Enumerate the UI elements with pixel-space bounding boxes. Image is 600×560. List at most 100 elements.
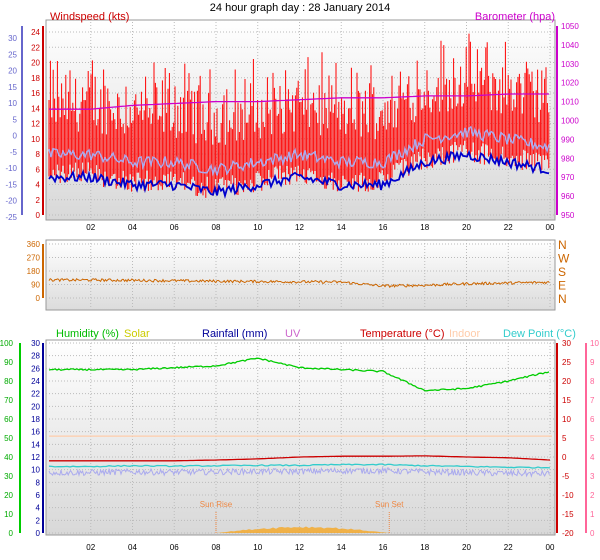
humidity-grid (46, 342, 555, 534)
wind-lull-series (48, 149, 550, 199)
wind-tick-label: 2 (36, 196, 41, 205)
wind-direction-series (48, 277, 550, 289)
wind-outer-tick-label: 30 (8, 34, 17, 43)
wind-tick-label: 14 (31, 104, 40, 113)
barometer-tick-label: 990 (561, 135, 575, 144)
compass-label: N (558, 238, 567, 252)
time-tick-label: 04 (128, 223, 137, 232)
barometer-series (49, 93, 549, 110)
wind-tick-label: 0 (36, 211, 41, 220)
wind-tick-label: 4 (36, 181, 41, 190)
time-tick-label: 20 (462, 543, 471, 552)
time-tick-label: 04 (128, 543, 137, 552)
rain-tick-label: 26 (31, 364, 40, 373)
temperature-tick-label: -15 (562, 510, 574, 519)
direction-tick-label: 180 (27, 267, 41, 276)
legend-label-dew: Dew Point (°C) (503, 328, 576, 340)
time-tick-label: 18 (420, 223, 429, 232)
time-tick-label: 12 (295, 543, 304, 552)
temperature-tick-label: 10 (562, 415, 571, 424)
temperature-tick-label: 20 (562, 377, 571, 386)
wind-outer-axis: 30 25 20 15 10 5 0 -5 -10 -15 -20 -25 (5, 26, 23, 222)
barometer-axis: 1050 1040 1030 1020 1010 1000 990 980 970 960 950 (556, 22, 579, 220)
humidity-tick-label: 20 (4, 491, 13, 500)
wind-outer-tick-label: -15 (5, 180, 17, 189)
wind-tick-label: 6 (36, 165, 41, 174)
temperature-tick-label: 30 (562, 339, 571, 348)
time-tick-label: 18 (420, 543, 429, 552)
dew-point-series (48, 463, 551, 469)
uv-tick-label: 0 (590, 529, 595, 538)
rain-tick-label: 6 (36, 491, 41, 500)
rain-tick-label: 30 (31, 339, 40, 348)
humidity-time-axis: 02 04 06 08 10 12 14 16 18 20 22 00 (86, 543, 555, 552)
wind-tick-label: 8 (36, 150, 41, 159)
temperature-axis: 30 25 20 15 10 5 0 -5 -10 -15 -20 (556, 339, 574, 538)
compass-label: N (558, 292, 567, 306)
sun-rise-label: Sun Rise (200, 500, 233, 509)
temperature-tick-label: -20 (562, 529, 574, 538)
barometer-legend: Barometer (hpa) (475, 11, 555, 23)
wind-outer-tick-label: -5 (10, 148, 18, 157)
wind-outer-tick-label: -10 (5, 164, 17, 173)
humidity-tick-label: 50 (4, 434, 13, 443)
barometer-tick-label: 970 (561, 173, 575, 182)
wind-outer-tick-label: -20 (5, 197, 17, 206)
direction-degree-axis: 360 270 180 90 0 (27, 240, 44, 303)
direction-tick-label: 0 (36, 294, 41, 303)
wind-average-series (48, 125, 550, 177)
legend-label-solar: Solar (124, 328, 150, 340)
time-tick-label: 06 (170, 543, 179, 552)
uv-tick-label: 7 (590, 396, 595, 405)
rain-tick-label: 12 (31, 453, 40, 462)
rain-tick-label: 24 (31, 377, 40, 386)
wind-outer-tick-label: 10 (8, 99, 17, 108)
time-tick-label: 14 (337, 223, 346, 232)
legend-label-indoor: Indoor (449, 328, 481, 340)
wind-tick-label: 10 (31, 135, 40, 144)
direction-series (48, 277, 550, 289)
temperature-tick-label: 25 (562, 358, 571, 367)
humidity-tick-label: 10 (4, 510, 13, 519)
wind-chill-series (48, 466, 550, 478)
time-tick-label: 08 (212, 543, 221, 552)
humidity-tick-label: 90 (4, 358, 13, 367)
compass-label: W (558, 252, 570, 266)
wind-outer-tick-label: 0 (13, 132, 18, 141)
humidity-temp-panel (45, 339, 556, 536)
compass-label: S (558, 265, 566, 279)
wind-baro-series (48, 33, 550, 199)
barometer-tick-label: 1040 (561, 41, 579, 50)
rain-tick-label: 16 (31, 428, 40, 437)
time-tick-label: 16 (379, 223, 388, 232)
wind-outer-tick-label: 20 (8, 67, 17, 76)
time-tick-label: 08 (212, 223, 221, 232)
barometer-tick-label: 980 (561, 154, 575, 163)
rain-tick-label: 28 (31, 352, 40, 361)
humidity-temp-legend: Humidity (%) Solar Rainfall (mm) UV Temperat… (56, 328, 576, 340)
temperature-tick-label: 5 (562, 434, 567, 443)
sun-set-label: Sun Set (375, 500, 404, 509)
barometer-tick-label: 950 (561, 211, 575, 220)
barometer-tick-label: 1020 (561, 79, 579, 88)
time-tick-label: 12 (295, 223, 304, 232)
direction-tick-label: 90 (31, 281, 40, 290)
uv-tick-label: 5 (590, 434, 595, 443)
direction-grid (46, 240, 555, 310)
wind-tick-label: 18 (31, 74, 40, 83)
compass-label: E (558, 279, 566, 293)
humidity-temp-series: Sun Rise Sun Set (48, 357, 552, 533)
wind-outer-tick-label: 5 (13, 115, 18, 124)
time-tick-label: 00 (546, 223, 555, 232)
temperature-series (49, 455, 551, 462)
rain-tick-label: 10 (31, 466, 40, 475)
uv-tick-label: 4 (590, 453, 595, 462)
time-tick-label: 22 (504, 223, 513, 232)
windspeed-legend: Windspeed (kts) (50, 11, 129, 23)
